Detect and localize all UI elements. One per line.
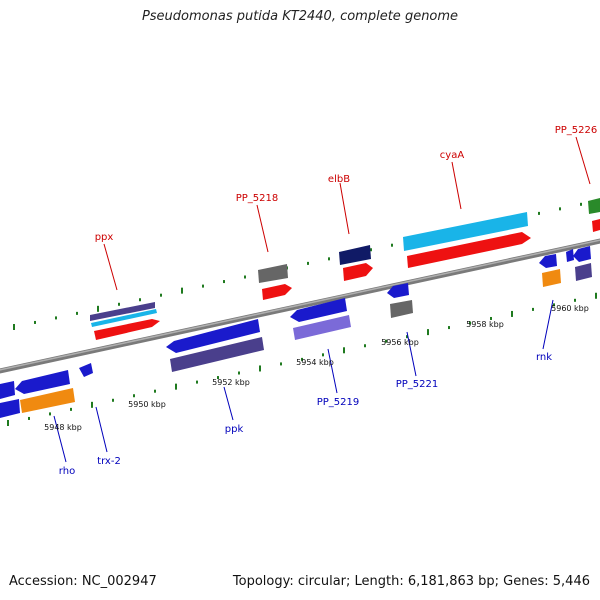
- plus-strand-features: [90, 198, 600, 340]
- gene-label-cyaa: cyaA: [440, 150, 465, 161]
- scale-label: 5960 kbp: [551, 304, 589, 313]
- plus-callouts: [103, 136, 591, 291]
- scale-label: 5952 kbp: [212, 378, 250, 387]
- gene-label-ppk: ppk: [225, 424, 244, 435]
- scale-label: 5950 kbp: [128, 400, 166, 409]
- gene-feature: [403, 212, 531, 268]
- minus-strand-features: [0, 246, 592, 418]
- gene-feature: [290, 298, 351, 340]
- gene-feature: [339, 245, 373, 281]
- genome-summary-text: Topology: circular; Length: 6,181,863 bp…: [232, 574, 590, 589]
- gene-feature: [258, 264, 292, 300]
- gene-label-pp5221: PP_5221: [396, 379, 439, 390]
- scale-label: 5956 kbp: [381, 338, 419, 347]
- scale-labels: 5948 kbp 5950 kbp 5952 kbp 5954 kbp 5956…: [44, 304, 589, 432]
- gene-label-pp5226: PP_5226: [555, 125, 598, 136]
- scale-label: 5958 kbp: [466, 320, 504, 329]
- gene-label-rho: rho: [59, 466, 75, 477]
- gene-label-elbb: elbB: [328, 174, 350, 185]
- gene-feature: [387, 283, 413, 318]
- gene-feature: [588, 198, 600, 232]
- map-title: Pseudomonas putida KT2440, complete geno…: [141, 9, 459, 24]
- gene-feature: [0, 363, 93, 418]
- scale-label: 5954 kbp: [296, 358, 334, 367]
- minus-callouts: [53, 299, 554, 463]
- plus-gene-labels: ppx PP_5218 elbB cyaA PP_5226: [95, 125, 598, 243]
- gene-label-rnk: rnk: [536, 352, 552, 363]
- gene-label-trx2: trx-2: [97, 456, 121, 467]
- minus-gene-labels: rho trx-2 ppk PP_5219 PP_5221 rnk: [59, 352, 552, 477]
- gene-label-ppx: ppx: [95, 232, 114, 243]
- scale-label: 5948 kbp: [44, 423, 82, 432]
- gene-feature: [90, 302, 160, 340]
- genome-backbone: [0, 238, 600, 374]
- accession-text: Accession: NC_002947: [9, 574, 157, 589]
- gene-feature: [539, 246, 592, 287]
- gene-label-pp5219: PP_5219: [317, 397, 360, 408]
- tick-track-lower: [7, 292, 597, 426]
- gene-label-pp5218: PP_5218: [236, 193, 279, 204]
- gene-feature: [166, 319, 264, 372]
